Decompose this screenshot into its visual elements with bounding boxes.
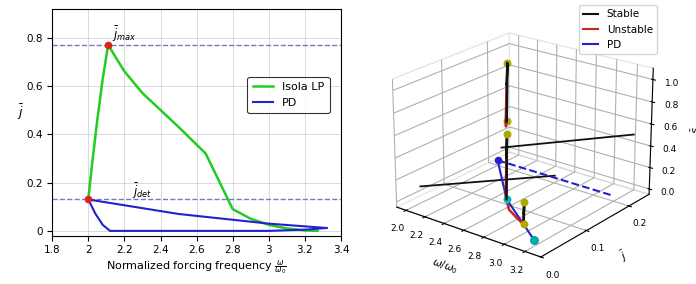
Isola LP: [246, 217, 255, 220]
Isola LP: [175, 125, 183, 129]
X-axis label: Normalized forcing frequency $\frac{\omega}{\omega_0}$: Normalized forcing frequency $\frac{\ome…: [106, 258, 287, 277]
PD: [99, 223, 107, 227]
Isola LP: [99, 77, 107, 80]
Isola LP: [111, 55, 120, 59]
Y-axis label: $\bar{j}$: $\bar{j}$: [17, 103, 24, 122]
Isola LP: [228, 207, 237, 211]
Text: $\bar{j}_{max}$: $\bar{j}_{max}$: [112, 24, 136, 44]
Y-axis label: $\bar{j}$: $\bar{j}$: [617, 247, 631, 265]
Isola LP: [283, 227, 291, 230]
PD: [91, 212, 100, 216]
PD: [106, 229, 114, 233]
PD: [322, 226, 331, 230]
Isola LP: [104, 43, 112, 47]
Isola LP: [139, 91, 147, 95]
PD: [84, 198, 93, 201]
PD: [301, 228, 309, 231]
Isola LP: [264, 223, 273, 227]
Isola LP: [120, 70, 129, 73]
Text: $\bar{j}_{det}$: $\bar{j}_{det}$: [132, 181, 152, 201]
Isola LP: [84, 198, 93, 201]
Isola LP: [313, 229, 322, 233]
X-axis label: $\omega/\omega_0$: $\omega/\omega_0$: [430, 255, 460, 277]
Isola LP: [93, 118, 102, 121]
Isola LP: [88, 164, 96, 167]
Legend: Stable, Unstable, PD: Stable, Unstable, PD: [578, 5, 657, 54]
Line: Isola LP: Isola LP: [88, 45, 317, 231]
PD: [175, 229, 183, 233]
Line: PD: PD: [88, 199, 326, 231]
Isola LP: [201, 152, 209, 155]
Legend: Isola LP, PD: Isola LP, PD: [248, 76, 330, 113]
Isola LP: [301, 229, 309, 232]
PD: [264, 229, 273, 233]
